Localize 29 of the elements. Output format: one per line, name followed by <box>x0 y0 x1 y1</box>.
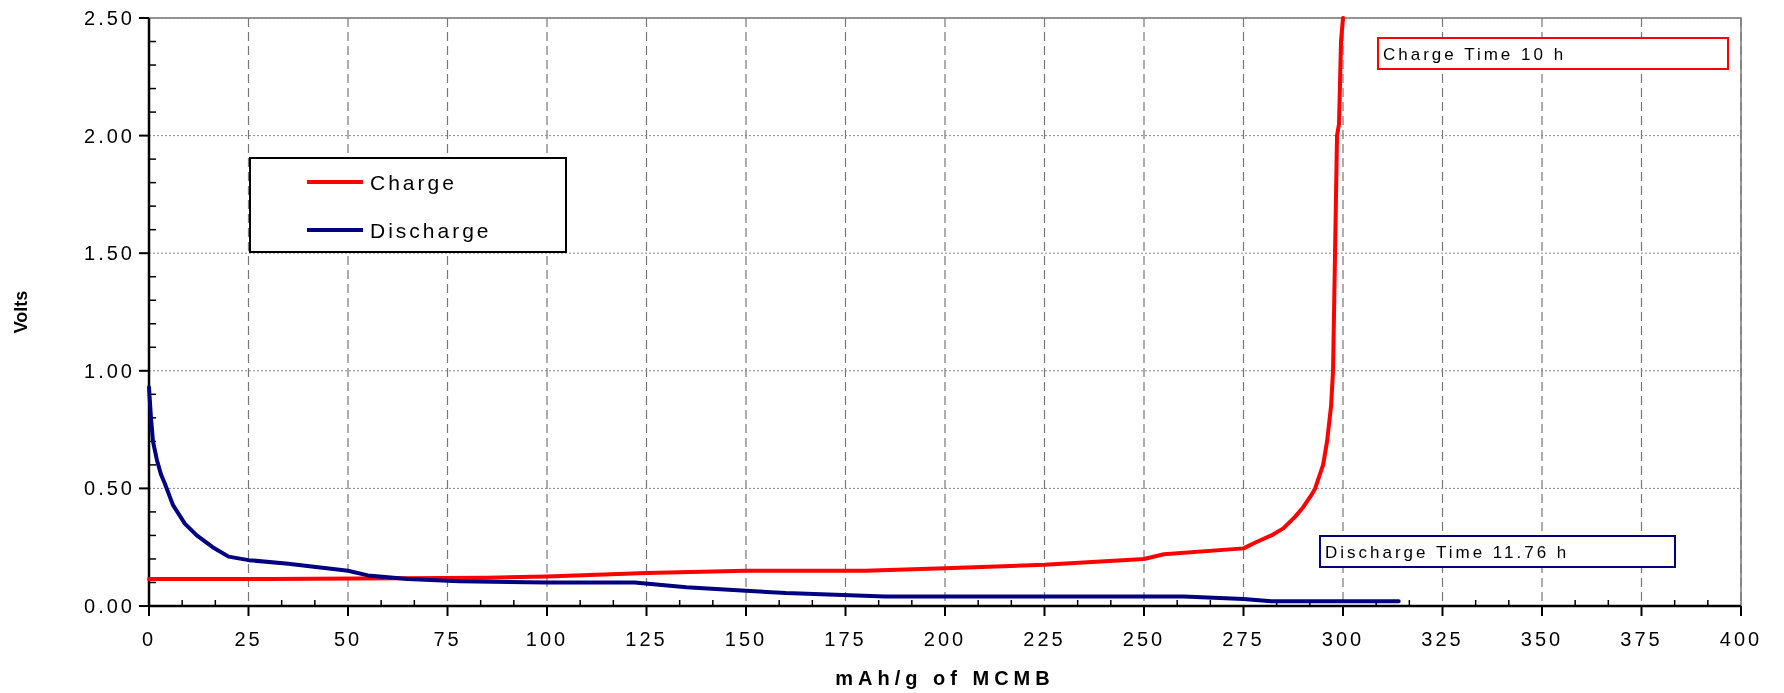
x-tick-label: 50 <box>333 628 363 650</box>
x-tick-label: 375 <box>1620 628 1663 650</box>
x-tick-label: 125 <box>625 628 668 650</box>
y-tick-label: 0.50 <box>84 477 135 500</box>
x-tick-label: 400 <box>1719 628 1763 650</box>
x-tick-label: 225 <box>1023 628 1066 650</box>
legend-label: Discharge <box>370 219 492 242</box>
x-tick-label: 175 <box>824 628 867 650</box>
x-tick-label: 75 <box>433 628 462 650</box>
annotation: Discharge Time 11.76 h <box>1325 543 1570 562</box>
x-tick-label: 100 <box>525 628 569 650</box>
y-tick-label: 2.50 <box>84 7 135 29</box>
x-tick-label: 150 <box>724 628 768 650</box>
x-tick-label: 275 <box>1222 628 1265 650</box>
x-tick-label: 200 <box>923 628 967 650</box>
x-tick-label: 325 <box>1421 628 1464 650</box>
x-tick-label: 300 <box>1321 628 1365 650</box>
annotation: Charge Time 10 h <box>1383 45 1567 64</box>
y-tick-label: 1.50 <box>84 242 135 265</box>
y-tick-label: 2.00 <box>84 124 135 147</box>
x-tick-label: 250 <box>1122 628 1166 650</box>
y-axis-title: Volts <box>11 290 31 334</box>
y-tick-label: 1.00 <box>84 359 135 382</box>
x-tick-label: 25 <box>234 628 263 650</box>
x-axis-title: mAh/g of MCMB <box>835 667 1055 689</box>
x-tick-label: 0 <box>141 628 157 650</box>
x-tick-label: 350 <box>1520 628 1564 650</box>
legend-label: Charge <box>370 171 457 194</box>
y-tick-label: 0.00 <box>84 595 135 617</box>
